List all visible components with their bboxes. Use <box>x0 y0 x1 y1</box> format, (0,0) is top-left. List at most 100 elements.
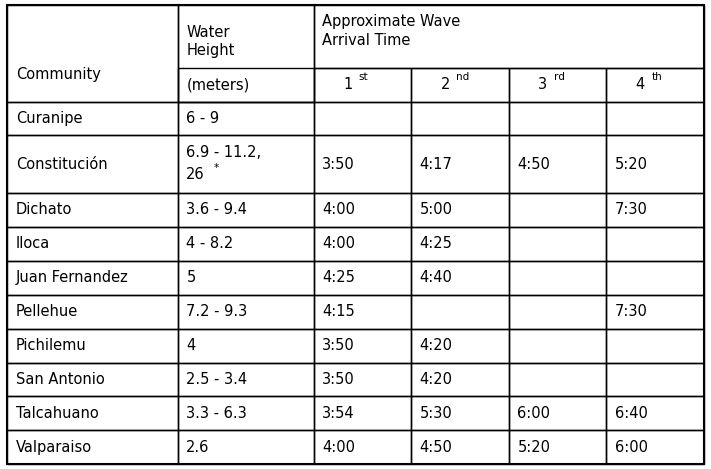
Bar <box>178 396 314 431</box>
Bar <box>7 431 178 464</box>
Text: 4 - 8.2: 4 - 8.2 <box>186 236 234 251</box>
Bar <box>509 102 606 136</box>
Bar <box>7 329 178 363</box>
Bar <box>314 5 704 68</box>
Bar <box>411 193 509 227</box>
Text: Dichato: Dichato <box>16 203 72 217</box>
Text: 5:30: 5:30 <box>419 406 452 421</box>
Text: Talcahuano: Talcahuano <box>16 406 98 421</box>
Text: 4:20: 4:20 <box>419 372 453 387</box>
Bar <box>178 227 314 261</box>
Text: 3.3 - 6.3: 3.3 - 6.3 <box>186 406 247 421</box>
Bar <box>7 5 178 102</box>
Text: 4:25: 4:25 <box>322 270 355 285</box>
Bar <box>314 329 411 363</box>
Text: Water
Height: Water Height <box>186 25 235 58</box>
Bar <box>509 396 606 431</box>
Text: 3: 3 <box>538 77 547 92</box>
Bar <box>314 193 411 227</box>
Text: 4: 4 <box>186 338 196 353</box>
Bar <box>178 261 314 295</box>
Bar <box>411 329 509 363</box>
Bar <box>7 227 178 261</box>
Bar <box>314 363 411 396</box>
Text: 4:40: 4:40 <box>419 270 453 285</box>
Text: 4:50: 4:50 <box>419 440 453 455</box>
Bar <box>509 363 606 396</box>
Text: 2.6: 2.6 <box>186 440 210 455</box>
Bar <box>178 193 314 227</box>
Text: (meters): (meters) <box>186 77 250 92</box>
Bar <box>606 102 704 136</box>
Bar <box>178 102 314 136</box>
Text: Constitución: Constitución <box>16 157 107 172</box>
Bar <box>509 295 606 329</box>
Text: 3:50: 3:50 <box>322 338 355 353</box>
Text: San Antonio: San Antonio <box>16 372 105 387</box>
Text: 6:00: 6:00 <box>518 406 550 421</box>
Bar <box>314 396 411 431</box>
Text: rd: rd <box>554 72 565 82</box>
Bar <box>606 431 704 464</box>
Bar <box>606 396 704 431</box>
Text: 4:00: 4:00 <box>322 440 356 455</box>
Text: st: st <box>358 72 368 82</box>
Bar <box>509 431 606 464</box>
Bar <box>606 227 704 261</box>
Text: 5:20: 5:20 <box>615 157 648 172</box>
Bar <box>411 295 509 329</box>
Text: 4:50: 4:50 <box>518 157 550 172</box>
Text: Pellehue: Pellehue <box>16 304 78 319</box>
Text: 3.6 - 9.4: 3.6 - 9.4 <box>186 203 247 217</box>
Bar <box>7 136 178 193</box>
Bar <box>411 102 509 136</box>
Bar <box>411 68 509 102</box>
Text: 6:00: 6:00 <box>615 440 648 455</box>
Text: Pichilemu: Pichilemu <box>16 338 87 353</box>
Bar <box>178 5 314 102</box>
Bar <box>314 136 411 193</box>
Text: 7:30: 7:30 <box>615 304 648 319</box>
Bar <box>606 295 704 329</box>
Bar <box>411 363 509 396</box>
Bar <box>178 136 314 193</box>
Bar <box>411 431 509 464</box>
Text: 4:20: 4:20 <box>419 338 453 353</box>
Text: 5: 5 <box>186 270 196 285</box>
Text: 7.2 - 9.3: 7.2 - 9.3 <box>186 304 247 319</box>
Text: 2: 2 <box>441 77 450 92</box>
Bar <box>314 431 411 464</box>
Bar <box>314 261 411 295</box>
Bar <box>509 193 606 227</box>
Bar <box>7 396 178 431</box>
Text: 4:00: 4:00 <box>322 236 356 251</box>
Bar <box>606 68 704 102</box>
Bar <box>178 431 314 464</box>
Bar <box>606 193 704 227</box>
Text: 6.9 - 11.2,: 6.9 - 11.2, <box>186 145 262 160</box>
Text: Community: Community <box>16 67 100 82</box>
Text: 4:25: 4:25 <box>419 236 453 251</box>
Text: 6 - 9: 6 - 9 <box>186 111 220 126</box>
Text: 26: 26 <box>186 167 205 182</box>
Bar <box>411 396 509 431</box>
Text: 5:00: 5:00 <box>419 203 453 217</box>
Bar <box>7 295 178 329</box>
Bar <box>178 329 314 363</box>
Bar <box>7 102 178 136</box>
Bar <box>606 363 704 396</box>
Text: Juan Fernandez: Juan Fernandez <box>16 270 129 285</box>
Text: 4:17: 4:17 <box>419 157 453 172</box>
Bar <box>7 193 178 227</box>
Bar <box>314 295 411 329</box>
Text: 4:15: 4:15 <box>322 304 355 319</box>
Text: Valparaiso: Valparaiso <box>16 440 92 455</box>
Bar <box>178 295 314 329</box>
Bar <box>7 363 178 396</box>
Bar <box>314 68 411 102</box>
Text: 4: 4 <box>636 77 645 92</box>
Text: 6:40: 6:40 <box>615 406 648 421</box>
Text: 5:20: 5:20 <box>518 440 550 455</box>
Text: *: * <box>213 163 218 173</box>
Text: 3:50: 3:50 <box>322 372 355 387</box>
